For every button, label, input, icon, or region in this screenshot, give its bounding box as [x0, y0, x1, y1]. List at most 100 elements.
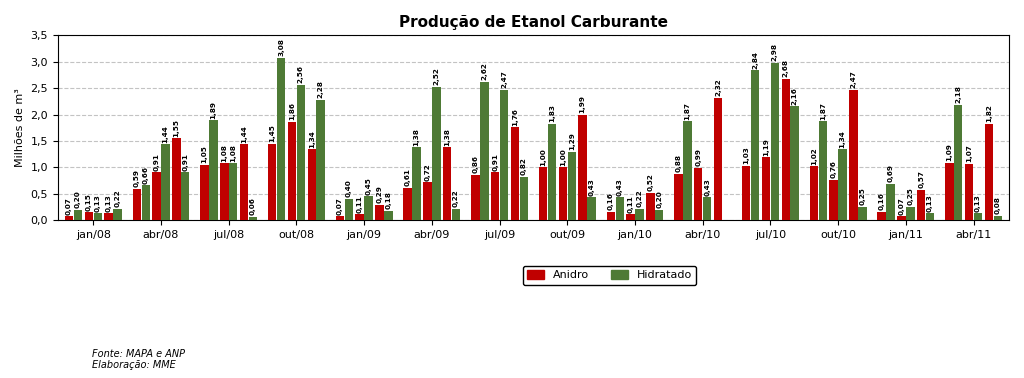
Bar — [519, 177, 528, 220]
Bar — [452, 209, 461, 220]
Bar — [829, 180, 838, 220]
Bar — [791, 106, 799, 220]
Bar — [818, 121, 827, 220]
Bar — [993, 216, 1002, 220]
Text: 2,16: 2,16 — [792, 87, 798, 104]
Bar — [559, 167, 567, 220]
Text: 0,40: 0,40 — [346, 180, 352, 197]
Text: 1,05: 1,05 — [202, 145, 208, 163]
Bar — [413, 147, 421, 220]
Text: 0,16: 0,16 — [879, 192, 885, 210]
Bar — [471, 175, 479, 220]
Bar — [878, 212, 886, 220]
Legend: Anidro, Hidratado: Anidro, Hidratado — [522, 266, 696, 285]
Bar — [839, 149, 847, 220]
Bar — [858, 207, 866, 220]
Bar — [926, 213, 934, 220]
Bar — [114, 209, 122, 220]
Text: 0,29: 0,29 — [377, 185, 383, 203]
Bar — [443, 147, 452, 220]
Text: 1,07: 1,07 — [966, 144, 972, 162]
Text: 1,09: 1,09 — [946, 143, 952, 161]
Bar — [694, 168, 702, 220]
Text: 0,82: 0,82 — [521, 157, 526, 175]
Text: 2,62: 2,62 — [481, 62, 487, 80]
Text: 1,08: 1,08 — [221, 144, 227, 161]
Text: 0,43: 0,43 — [616, 178, 623, 196]
Bar — [403, 188, 412, 220]
Bar — [627, 214, 635, 220]
Bar — [161, 144, 170, 220]
Bar — [985, 124, 993, 220]
Text: 1,34: 1,34 — [309, 130, 314, 148]
Bar — [539, 167, 547, 220]
Text: 2,32: 2,32 — [715, 78, 721, 96]
Bar — [181, 172, 189, 220]
Bar — [702, 197, 712, 220]
Bar — [887, 184, 895, 220]
Text: 2,28: 2,28 — [317, 80, 324, 98]
Bar — [220, 163, 228, 220]
Bar — [249, 217, 257, 220]
Bar — [240, 144, 248, 220]
Text: 1,99: 1,99 — [580, 96, 586, 113]
Text: 1,55: 1,55 — [173, 119, 179, 137]
Text: 2,98: 2,98 — [772, 43, 778, 61]
Text: 1,45: 1,45 — [269, 124, 275, 142]
Text: 1,82: 1,82 — [986, 105, 992, 122]
Bar — [954, 105, 963, 220]
Bar — [307, 149, 316, 220]
Bar — [606, 212, 615, 220]
Text: 0,07: 0,07 — [67, 197, 72, 215]
Bar — [65, 217, 74, 220]
Bar — [781, 79, 790, 220]
Text: 0,15: 0,15 — [86, 193, 92, 211]
Bar — [916, 190, 926, 220]
Text: 1,86: 1,86 — [289, 102, 295, 120]
Text: 1,44: 1,44 — [163, 125, 169, 143]
Bar — [201, 165, 209, 220]
Bar — [276, 57, 286, 220]
Bar — [751, 70, 760, 220]
Bar — [375, 205, 384, 220]
Text: 1,87: 1,87 — [820, 102, 825, 120]
Text: 1,08: 1,08 — [230, 144, 237, 161]
Text: 0,06: 0,06 — [250, 198, 256, 215]
Text: 0,86: 0,86 — [472, 155, 478, 173]
Bar — [74, 209, 82, 220]
Text: 1,38: 1,38 — [414, 128, 420, 146]
Text: Fonte: MAPA e ANP
Elaboração: MME: Fonte: MAPA e ANP Elaboração: MME — [92, 349, 185, 370]
Text: 0,22: 0,22 — [115, 189, 121, 207]
Bar — [336, 217, 344, 220]
Text: 0,11: 0,11 — [356, 195, 362, 213]
Text: 2,47: 2,47 — [501, 70, 507, 88]
Bar — [153, 172, 161, 220]
Bar — [365, 197, 373, 220]
Text: 0,66: 0,66 — [142, 166, 148, 184]
Text: 0,57: 0,57 — [919, 170, 925, 189]
Bar — [615, 197, 624, 220]
Text: 1,29: 1,29 — [568, 133, 574, 150]
Bar — [423, 182, 432, 220]
Bar — [511, 127, 519, 220]
Bar — [906, 207, 914, 220]
Y-axis label: Milhões de m³: Milhões de m³ — [15, 88, 25, 167]
Bar — [93, 213, 102, 220]
Text: 1,00: 1,00 — [560, 148, 566, 166]
Bar — [588, 197, 596, 220]
Bar — [384, 211, 392, 220]
Text: 0,91: 0,91 — [154, 153, 160, 170]
Bar — [974, 213, 982, 220]
Text: 0,88: 0,88 — [676, 154, 682, 172]
Text: 0,18: 0,18 — [385, 191, 391, 209]
Text: 0,13: 0,13 — [927, 194, 933, 212]
Text: 0,69: 0,69 — [888, 164, 894, 182]
Text: 1,44: 1,44 — [241, 125, 247, 143]
Bar — [897, 217, 905, 220]
Text: 0,22: 0,22 — [453, 189, 459, 207]
Bar — [316, 100, 325, 220]
Title: Produção de Etanol Carburante: Produção de Etanol Carburante — [399, 15, 668, 30]
Text: 0,45: 0,45 — [366, 177, 372, 195]
Bar — [500, 90, 508, 220]
Bar — [104, 213, 113, 220]
